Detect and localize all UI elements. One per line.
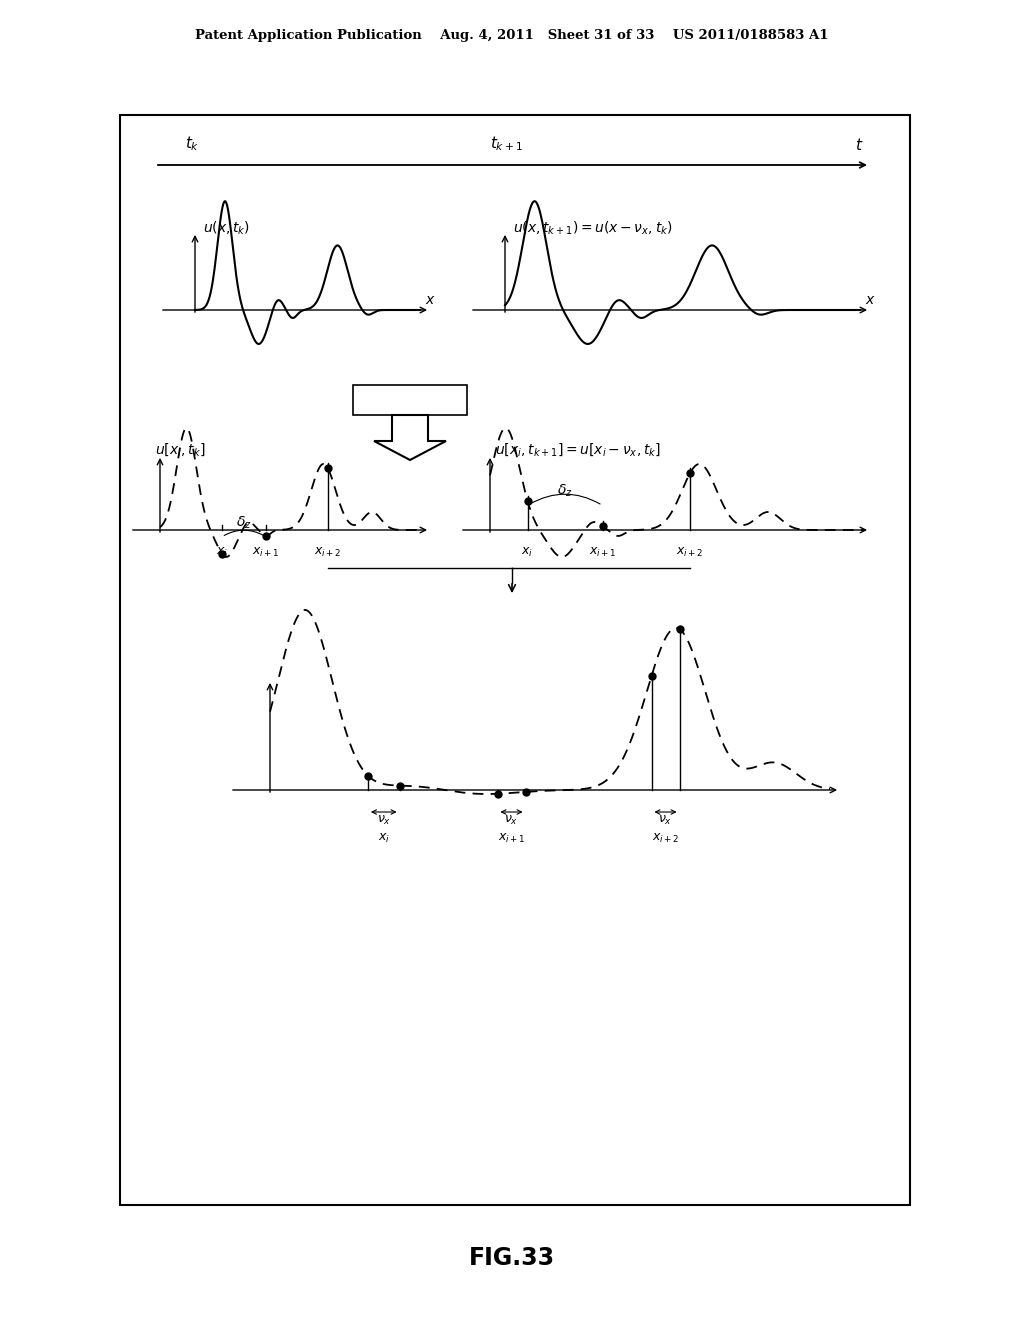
FancyBboxPatch shape bbox=[353, 385, 467, 414]
Text: $x_{i+2}$: $x_{i+2}$ bbox=[651, 832, 679, 845]
Text: FIG.33: FIG.33 bbox=[469, 1246, 555, 1270]
Text: $x_i$: $x_i$ bbox=[216, 546, 228, 560]
Text: $t$: $t$ bbox=[855, 137, 863, 153]
Text: $x_i$: $x_i$ bbox=[521, 546, 534, 560]
Text: $x$: $x$ bbox=[425, 293, 435, 308]
Text: $x_{i+2}$: $x_{i+2}$ bbox=[314, 546, 342, 560]
Text: $\nu_x$: $\nu_x$ bbox=[377, 814, 391, 828]
Text: $x_{i+1}$: $x_{i+1}$ bbox=[252, 546, 280, 560]
Text: $x$: $x$ bbox=[865, 293, 876, 308]
Text: $\delta_z$: $\delta_z$ bbox=[236, 515, 252, 531]
Polygon shape bbox=[374, 414, 446, 459]
Text: $\delta_z$: $\delta_z$ bbox=[557, 483, 572, 499]
Text: $x_{i+2}$: $x_{i+2}$ bbox=[676, 546, 703, 560]
Text: $\nu_x$: $\nu_x$ bbox=[658, 814, 673, 828]
Text: $x_{i+1}$: $x_{i+1}$ bbox=[589, 546, 616, 560]
Text: $u(x, t_k)$: $u(x, t_k)$ bbox=[203, 219, 250, 238]
Text: Patent Application Publication    Aug. 4, 2011   Sheet 31 of 33    US 2011/01885: Patent Application Publication Aug. 4, 2… bbox=[196, 29, 828, 41]
Text: $u[x_i, t_{k+1}]=u[x_i-\nu_x, t_k]$: $u[x_i, t_{k+1}]=u[x_i-\nu_x, t_k]$ bbox=[495, 441, 660, 458]
Text: $u(x, t_{k+1})=u(x-\nu_x, t_k)$: $u(x, t_{k+1})=u(x-\nu_x, t_k)$ bbox=[513, 219, 673, 238]
Text: $x_i$: $x_i$ bbox=[378, 832, 390, 845]
Text: $\nu_x$: $\nu_x$ bbox=[505, 814, 518, 828]
Text: $u[x_i, t_k]$: $u[x_i, t_k]$ bbox=[155, 441, 206, 458]
Bar bbox=[120, 115, 910, 1205]
Text: $x_{i+1}$: $x_{i+1}$ bbox=[498, 832, 525, 845]
Text: sample: sample bbox=[385, 392, 435, 407]
Text: $t_k$: $t_k$ bbox=[185, 135, 200, 153]
Text: $t_{k+1}$: $t_{k+1}$ bbox=[490, 135, 523, 153]
